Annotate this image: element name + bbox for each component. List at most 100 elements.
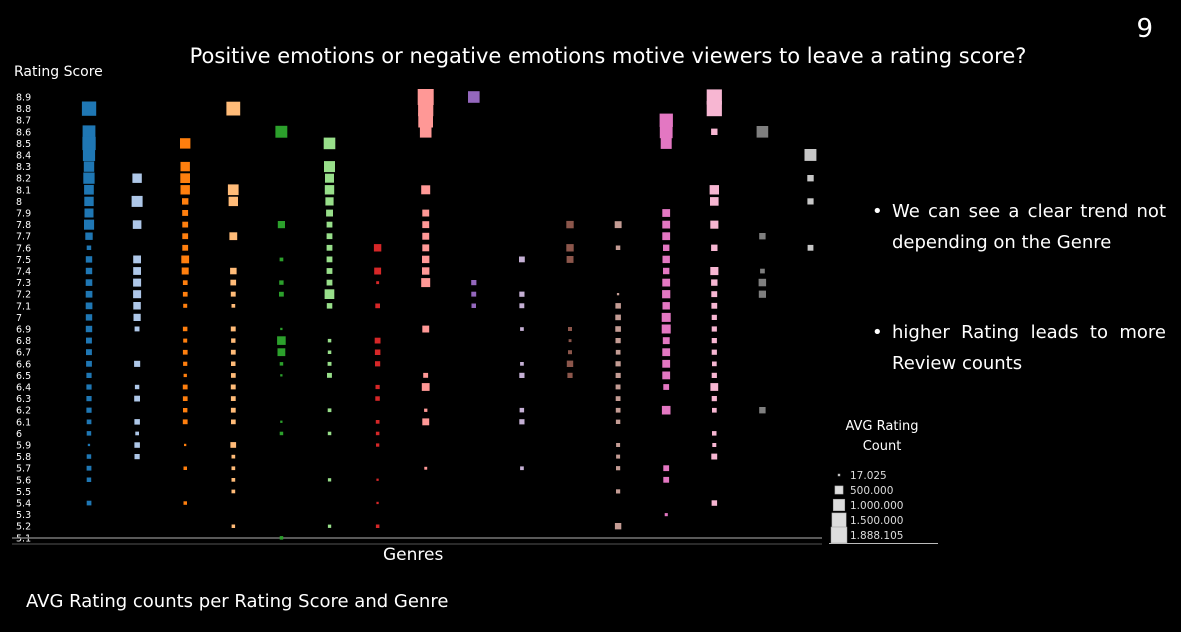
y-tick-label: 6.1 <box>16 417 31 428</box>
data-point <box>230 267 237 275</box>
data-point <box>662 290 671 299</box>
bullet-list-2: higher Rating leads to more Review count… <box>870 317 1166 379</box>
data-point <box>422 244 430 252</box>
data-point <box>230 442 237 448</box>
data-point <box>519 291 525 297</box>
data-point <box>711 279 718 286</box>
data-point <box>711 326 717 332</box>
data-point <box>661 312 671 322</box>
x-axis-label: Genres <box>383 545 444 565</box>
data-point <box>180 161 190 172</box>
data-point <box>327 338 332 343</box>
data-point <box>85 314 93 321</box>
legend-size-marker <box>831 512 847 528</box>
data-point <box>326 221 333 228</box>
data-point <box>86 384 92 390</box>
data-point <box>84 208 94 218</box>
data-point <box>375 396 380 401</box>
data-point <box>182 244 189 251</box>
data-point <box>81 101 97 116</box>
data-point <box>323 137 336 150</box>
data-point <box>226 101 241 116</box>
data-point <box>132 173 142 183</box>
y-tick-label: 7.6 <box>16 243 31 254</box>
data-point <box>86 465 92 471</box>
data-point <box>615 245 621 250</box>
y-tick-label: 7.7 <box>16 232 31 243</box>
data-point <box>227 184 239 196</box>
data-point <box>471 280 477 286</box>
data-point <box>615 338 621 344</box>
data-point <box>711 314 717 320</box>
y-tick-label: 6.2 <box>16 406 31 417</box>
data-point <box>712 443 717 447</box>
data-point <box>616 443 621 447</box>
data-point <box>421 185 431 195</box>
data-point <box>280 374 283 377</box>
y-tick-label: 7.8 <box>16 220 31 231</box>
data-point <box>615 314 621 321</box>
data-point <box>375 303 380 309</box>
data-point <box>182 291 188 297</box>
y-tick-label: 5.1 <box>16 533 31 544</box>
data-point <box>133 290 142 299</box>
data-point <box>275 125 288 138</box>
data-point <box>231 466 236 471</box>
data-point <box>711 396 717 402</box>
data-point <box>277 348 286 357</box>
legend-size-marker <box>830 526 848 544</box>
data-point <box>421 383 430 391</box>
data-point <box>86 431 92 436</box>
data-point <box>84 219 95 230</box>
data-point <box>712 361 717 367</box>
data-point <box>804 149 817 161</box>
y-tick-label: 8.7 <box>16 116 31 127</box>
data-point <box>615 407 621 413</box>
data-point <box>230 326 236 332</box>
data-point <box>86 372 92 378</box>
data-point <box>86 349 92 356</box>
data-point <box>181 255 190 264</box>
data-point <box>324 289 335 299</box>
y-tick-label: 5.4 <box>16 499 31 510</box>
data-point <box>566 256 574 263</box>
data-point <box>422 325 430 333</box>
data-point <box>710 220 719 229</box>
data-point <box>376 478 379 481</box>
data-point <box>807 198 814 205</box>
data-point <box>711 453 718 460</box>
data-point <box>324 185 335 195</box>
data-point <box>711 128 718 135</box>
data-point <box>520 466 524 471</box>
data-point <box>134 360 141 367</box>
data-point <box>180 138 191 149</box>
size-legend-title: AVG Rating Count <box>845 419 919 454</box>
data-point <box>663 267 670 275</box>
data-point <box>711 349 717 355</box>
data-point <box>327 408 332 413</box>
data-point <box>662 278 671 287</box>
data-point <box>374 337 381 344</box>
data-point <box>711 244 718 251</box>
y-tick-label: 6.8 <box>16 336 31 347</box>
data-point <box>327 350 332 354</box>
legend-entry-label: 1.888.105 <box>850 530 903 542</box>
legend-entry-label: 17.025 <box>850 470 887 482</box>
data-point <box>182 384 188 390</box>
data-point <box>662 337 670 345</box>
data-point <box>375 361 381 367</box>
data-point <box>183 466 187 470</box>
bullet-item: higher Rating leads to more Review count… <box>870 317 1166 379</box>
data-point <box>758 278 767 287</box>
data-point <box>182 198 189 205</box>
data-point <box>566 220 574 229</box>
data-point <box>615 303 621 309</box>
data-point <box>184 443 187 447</box>
data-point <box>662 371 671 380</box>
data-point <box>471 291 477 297</box>
legend-size-marker <box>832 498 846 512</box>
data-point <box>568 339 572 343</box>
legend-size-marker <box>834 485 844 495</box>
data-point <box>566 360 574 367</box>
data-point <box>662 302 670 310</box>
